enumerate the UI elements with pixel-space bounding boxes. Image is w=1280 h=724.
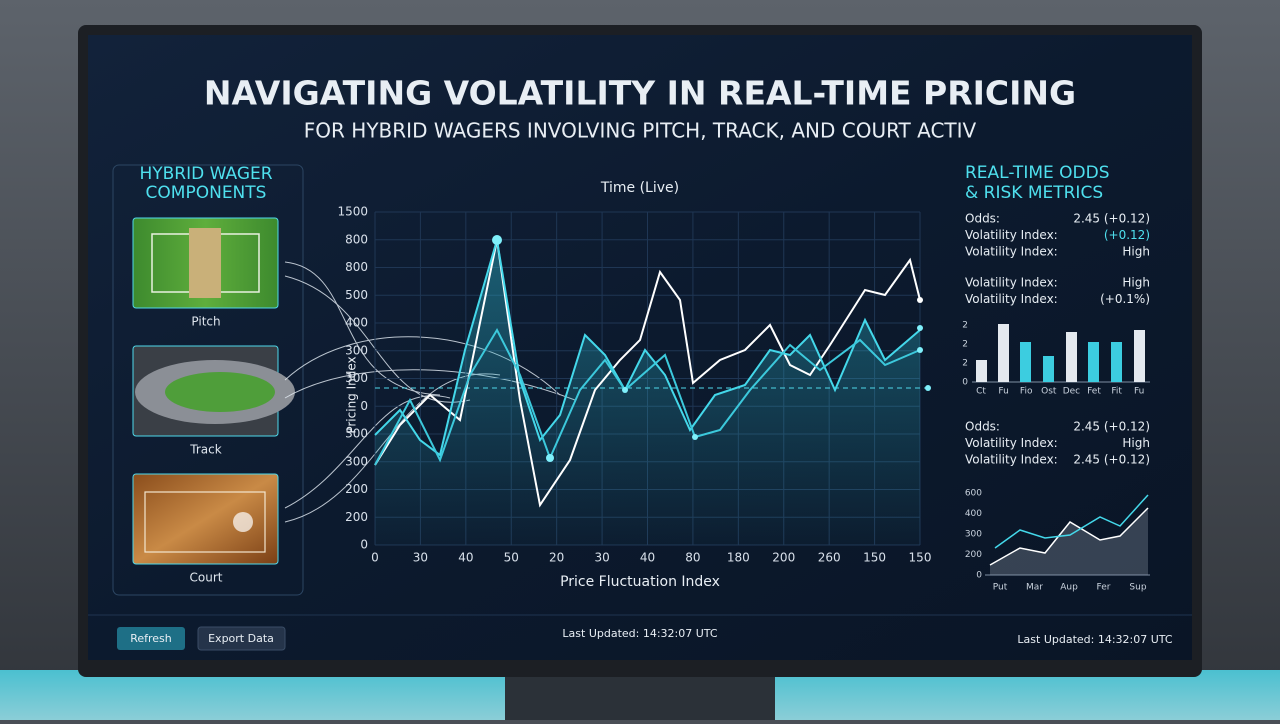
mini-x-label: Mar: [1026, 583, 1043, 593]
mini-x-label: Put: [993, 583, 1008, 593]
component-label: Pitch: [191, 315, 220, 329]
x-tick-label: 150: [863, 551, 886, 565]
metric-value: (+0.1%): [1100, 292, 1150, 306]
x-tick-label: 40: [458, 551, 473, 565]
bars: [976, 324, 1145, 382]
mini-y-label: 300: [965, 530, 982, 540]
x-tick-label: 40: [640, 551, 655, 565]
mini-line: [994, 494, 1149, 549]
y-tick-label: 300: [345, 371, 368, 385]
bar-x-label: Fio: [1020, 387, 1033, 397]
x-tick-label: 50: [504, 551, 519, 565]
y-tick-label: 0: [360, 399, 368, 413]
mini-y-label: 200: [965, 550, 982, 560]
bar-x-label: Fit: [1111, 387, 1122, 397]
metric-value: 2.45 (+0.12): [1073, 420, 1150, 434]
bar-x-label: Fu: [998, 387, 1008, 397]
track-image: [132, 345, 295, 437]
refresh-label[interactable]: Refresh: [130, 632, 172, 645]
components-heading: COMPONENTS: [146, 183, 267, 203]
x-tick-label: 80: [685, 551, 700, 565]
refresh-button[interactable]: [117, 627, 185, 650]
y-tick-label: 800: [345, 260, 368, 274]
metric-label: Volatility Index:: [965, 436, 1058, 450]
metric-label: Volatility Index:: [965, 276, 1058, 290]
bar-y-label: 0: [962, 378, 968, 388]
component-label: Track: [189, 443, 221, 457]
y-tick-label: 800: [345, 232, 368, 246]
metric-label: Volatility Index:: [965, 245, 1058, 259]
chart-title: Time (Live): [600, 180, 679, 196]
pitch-image: [132, 217, 279, 309]
bar-x-label: Fu: [1134, 387, 1144, 397]
metric-value: 2.45 (+0.12): [1073, 212, 1150, 226]
bar-x-label: Dec: [1063, 387, 1080, 397]
court-image: [132, 473, 279, 565]
metric-value: 2.45 (+0.12): [1073, 453, 1150, 467]
y-axis-label: Pricing Index: [345, 356, 359, 433]
y-tick-label: 400: [345, 316, 368, 330]
component-label: Court: [190, 571, 223, 585]
metric-label: Volatility Index:: [965, 453, 1058, 467]
mini-x-label: Sup: [1129, 583, 1146, 593]
mini-x-label: Fer: [1097, 583, 1111, 593]
mini-y-label: 0: [976, 571, 982, 581]
metrics-heading: & RISK METRICS: [965, 183, 1103, 203]
y-tick-label: 300: [345, 343, 368, 357]
mini-line: [989, 507, 1149, 566]
metric-value: High: [1122, 245, 1150, 259]
y-tick-label: 0: [360, 538, 368, 552]
metric-value: (+0.12): [1104, 228, 1150, 242]
bar-x-label: Ost: [1041, 387, 1057, 397]
x-tick-label: 260: [818, 551, 841, 565]
metric-label: Volatility Index:: [965, 228, 1058, 242]
metrics-rows: Odds: 2.45 (+0.12) Volatility Index: (+0.12…: [965, 212, 1150, 467]
metric-label: Volatility Index:: [965, 292, 1058, 306]
x-tick-label: 20: [549, 551, 564, 565]
bar-y-label: 2: [962, 359, 968, 369]
last-updated: Last Updated: 14:32:07 UTC: [1017, 633, 1172, 646]
price-line: [374, 239, 921, 508]
metric-label: Odds:: [965, 420, 1000, 434]
export-button[interactable]: [197, 626, 286, 651]
metric-value: High: [1122, 436, 1150, 450]
glow-points: [492, 235, 931, 462]
components-panel: [112, 164, 304, 596]
export-label[interactable]: Export Data: [208, 632, 274, 645]
y-tick-label: 300: [345, 454, 368, 468]
title: NAVIGATING VOLATILITY IN REAL-TIME PRICI…: [204, 74, 1076, 113]
mini-y-label: 600: [965, 489, 982, 499]
x-tick-label: 180: [727, 551, 750, 565]
components-heading: HYBRID WAGER: [139, 164, 272, 184]
bar-y-label: 2: [962, 340, 968, 350]
bar-x-label: Fet: [1087, 387, 1101, 397]
mini-area: [990, 508, 1148, 575]
x-tick-label: 30: [594, 551, 609, 565]
x-tick-label: 0: [371, 551, 379, 565]
y-tick-label: 500: [345, 288, 368, 302]
y-tick-label: 200: [345, 482, 368, 496]
metrics-heading: REAL-TIME ODDS: [965, 163, 1110, 183]
x-tick-label: 30: [413, 551, 428, 565]
mini-x-label: Aup: [1060, 583, 1078, 593]
bar-y-label: 2: [962, 321, 968, 331]
mini-y-label: 400: [965, 509, 982, 519]
metric-label: Odds:: [965, 212, 1000, 226]
chart-area: [375, 240, 920, 545]
x-tick-label: 150: [909, 551, 932, 565]
odds-line: [374, 239, 921, 457]
bar-x-label: Ct: [976, 387, 986, 397]
y-tick-label: 200: [345, 510, 368, 524]
x-tick-label: 200: [772, 551, 795, 565]
metric-value: High: [1122, 276, 1150, 290]
y-tick-label: 1500: [337, 205, 368, 219]
x-axis-label: Price Fluctuation Index: [560, 574, 720, 590]
last-updated: Last Updated: 14:32:07 UTC: [562, 627, 717, 640]
y-tick-label: 300: [345, 427, 368, 441]
subtitle: FOR HYBRID WAGERS INVOLVING PITCH, TRACK…: [304, 119, 977, 143]
